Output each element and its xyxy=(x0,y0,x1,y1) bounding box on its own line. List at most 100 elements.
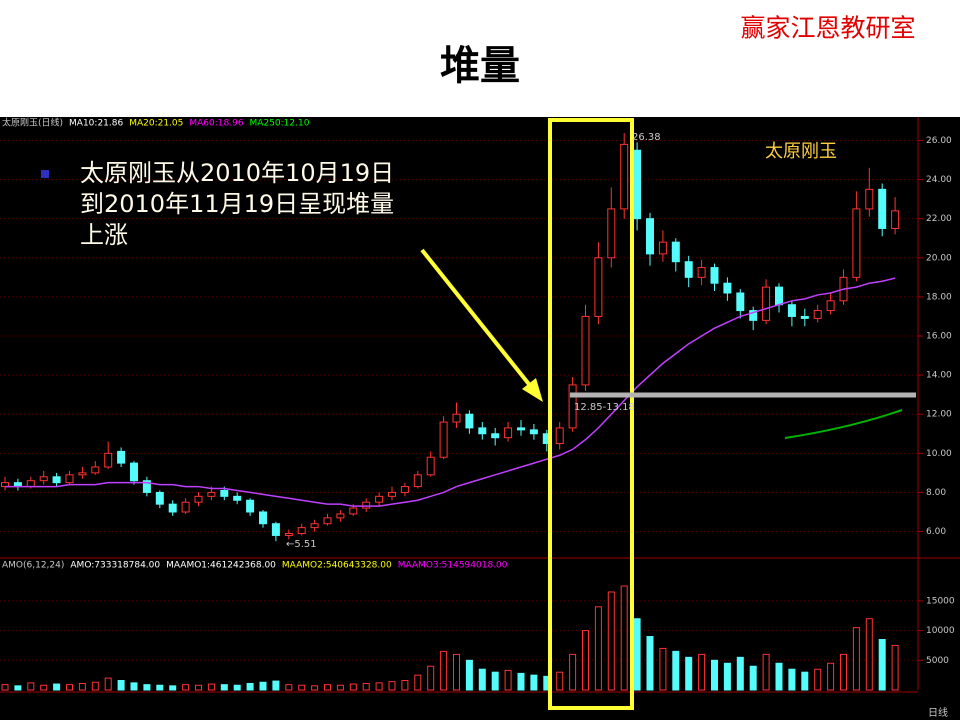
volume-bar xyxy=(814,668,822,691)
ma-line xyxy=(5,277,896,507)
volume-bar xyxy=(285,684,293,691)
volume-bar xyxy=(659,647,667,691)
y-tick-label: 20.00 xyxy=(926,253,952,263)
candle-body xyxy=(220,489,229,497)
candle-body xyxy=(581,315,590,386)
candle-body xyxy=(607,208,616,259)
stock-label: 太原刚玉 xyxy=(765,141,837,162)
volume-bar xyxy=(427,665,435,691)
volume-bar xyxy=(711,659,718,691)
volume-bar xyxy=(788,668,796,691)
candle-body xyxy=(478,427,487,435)
volume-bar xyxy=(878,639,886,691)
volume-bar xyxy=(259,681,267,691)
candle-body xyxy=(413,474,422,488)
candle-body xyxy=(207,491,216,497)
volume-bar xyxy=(852,627,860,691)
volume-bar xyxy=(801,671,809,691)
annotation-line: 太原刚玉从2010年10月19日 xyxy=(80,159,394,187)
candle-body xyxy=(168,503,177,513)
volume-bar xyxy=(117,679,125,691)
volume-bar xyxy=(246,682,254,691)
volume-bar xyxy=(865,618,873,691)
candle-body xyxy=(762,286,771,321)
volume-bar xyxy=(311,685,319,691)
candle-body xyxy=(697,267,706,278)
candle-body xyxy=(400,486,409,493)
candle-body xyxy=(452,413,461,423)
volume-bar xyxy=(349,683,357,691)
volume-bar xyxy=(840,653,847,691)
candle-body xyxy=(517,427,525,431)
candle-body xyxy=(375,495,384,503)
y-tick-label: 6.00 xyxy=(926,527,946,537)
high-label: 26.38 xyxy=(632,132,661,143)
candle-body xyxy=(439,421,448,458)
annotation-line: 到2010年11月19日呈现堆量 xyxy=(80,190,394,218)
volume-bar xyxy=(685,656,693,691)
candle-body xyxy=(852,208,861,278)
volume-bar xyxy=(324,684,331,691)
legend-item: MAAMO2:540643328.00 xyxy=(282,561,392,571)
candle-body xyxy=(710,267,719,284)
volume-bar xyxy=(762,653,770,691)
arrow-shaft xyxy=(420,248,534,390)
candle-body xyxy=(723,282,732,294)
candle-body xyxy=(388,491,396,497)
candle-body xyxy=(671,241,680,263)
y-tick-label: 16.00 xyxy=(926,332,952,342)
volume-bar xyxy=(504,669,512,691)
candle-body xyxy=(155,491,164,505)
volume-bar xyxy=(736,656,744,691)
candle-body xyxy=(594,257,603,317)
period-label: 日线 xyxy=(928,706,948,719)
candle-body xyxy=(749,310,758,321)
candle-body xyxy=(775,286,783,306)
candle-body xyxy=(52,476,61,484)
chart-bg xyxy=(0,117,960,720)
volume-bar xyxy=(156,684,164,691)
candle-body xyxy=(246,499,255,513)
candle-body xyxy=(646,218,654,255)
volume-bar xyxy=(66,684,73,691)
volume-bar xyxy=(27,682,35,691)
volume-bar xyxy=(143,684,151,691)
volume-bar xyxy=(130,682,138,691)
annotation-line: 上涨 xyxy=(80,221,128,249)
trend-line xyxy=(784,409,903,439)
volume-bar xyxy=(440,650,448,691)
volume-bar xyxy=(91,681,99,691)
volume-bar xyxy=(827,662,835,691)
candle-body xyxy=(362,501,371,509)
y-tick-label: 18.00 xyxy=(926,292,952,302)
candle-body xyxy=(65,474,74,484)
volume-bar xyxy=(388,681,396,691)
volume-bar xyxy=(104,677,112,691)
candle-body xyxy=(865,188,874,210)
volume-bar xyxy=(207,683,215,691)
volume-bar xyxy=(169,685,177,691)
volume-bar xyxy=(775,662,783,691)
volume-bar xyxy=(672,650,680,691)
candle-body xyxy=(465,413,474,429)
volume-bar xyxy=(233,684,241,691)
candle-body xyxy=(813,310,822,319)
volume-bar xyxy=(414,674,422,691)
volume-bar xyxy=(1,684,9,691)
candle-body xyxy=(620,143,629,210)
volume-bar xyxy=(556,671,564,691)
volume-bar xyxy=(646,636,654,691)
volume-bar xyxy=(40,684,48,691)
legend-item: MAAMO1:461242368.00 xyxy=(166,561,276,571)
candle-body xyxy=(39,476,48,482)
legend-item: MA250:12.10 xyxy=(250,119,310,129)
volume-bar xyxy=(582,630,589,691)
legend-item: 太原刚玉(日线) xyxy=(2,117,63,129)
volume-bar xyxy=(607,591,615,691)
y-tick-label: 12.00 xyxy=(926,410,952,420)
y-tick-label: 24.00 xyxy=(926,175,952,185)
candle-body xyxy=(826,300,835,312)
candle-body xyxy=(259,511,267,525)
